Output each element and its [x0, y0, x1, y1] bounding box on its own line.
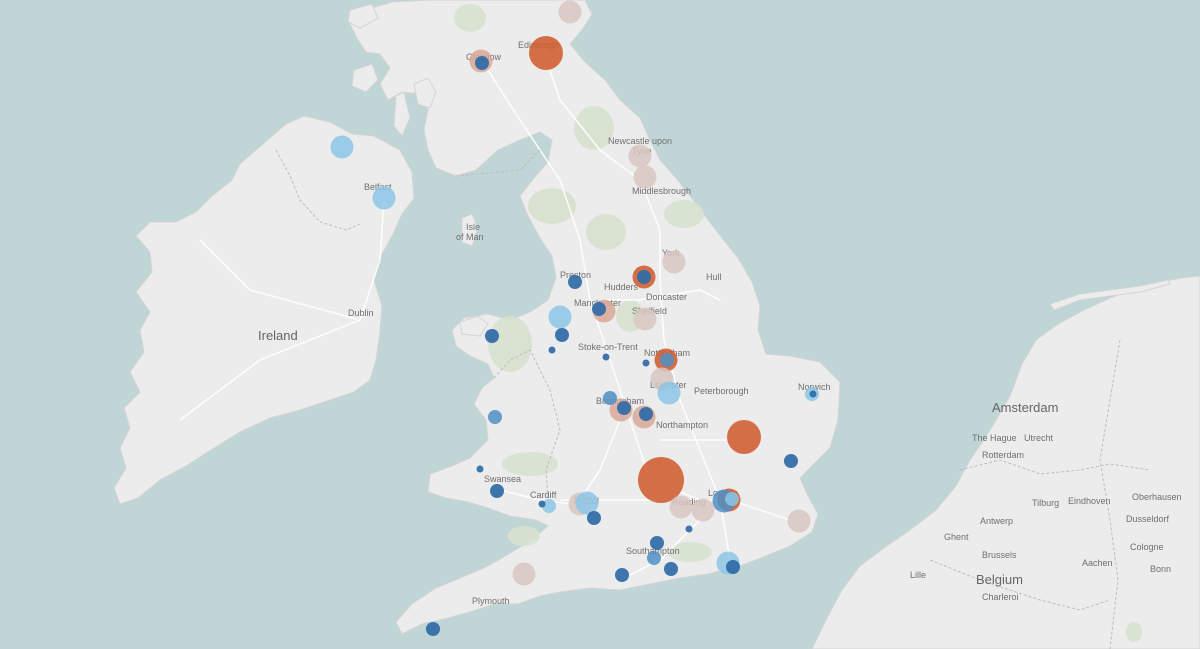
- marker-glasgow-inner[interactable]: [475, 56, 489, 70]
- city-label-ghent: Ghent: [944, 532, 969, 542]
- marker-guildford[interactable]: [685, 525, 693, 533]
- marker-newcastle-upon-tyne[interactable]: [628, 144, 652, 168]
- marker-bristol-blue[interactable]: [575, 491, 599, 515]
- marker-derby[interactable]: [642, 359, 650, 367]
- city-label-cardiff: Cardiff: [530, 490, 557, 500]
- marker-northern-ireland[interactable]: [330, 135, 354, 159]
- marker-birmingham-inner[interactable]: [617, 401, 631, 415]
- marker-swansea[interactable]: [490, 484, 504, 498]
- marker-edinburgh[interactable]: [529, 36, 563, 70]
- marker-bournemouth[interactable]: [615, 568, 629, 582]
- island-mull: [347, 3, 379, 29]
- marker-portsmouth[interactable]: [664, 562, 678, 576]
- marker-belfast[interactable]: [372, 186, 396, 210]
- country-label-ireland: Ireland: [258, 328, 298, 343]
- city-label-rotterdam: Rotterdam: [982, 450, 1024, 460]
- marker-preston[interactable]: [568, 275, 582, 289]
- marker-manchester-inner[interactable]: [592, 302, 606, 316]
- marker-wales-dot[interactable]: [548, 346, 556, 354]
- city-label-the-hague: The Hague: [972, 433, 1017, 443]
- marker-southampton[interactable]: [650, 536, 664, 550]
- city-label-tilburg: Tilburg: [1032, 498, 1059, 508]
- marker-nottingham-inner[interactable]: [660, 353, 674, 367]
- marker-carmarthen[interactable]: [476, 465, 484, 473]
- city-label-of-man: of Man: [456, 232, 484, 242]
- city-label-dusseldorf: Dusseldorf: [1126, 514, 1170, 524]
- marker-chester[interactable]: [555, 328, 569, 342]
- marker-wolverhampton[interactable]: [603, 391, 617, 405]
- city-label-doncaster: Doncaster: [646, 292, 687, 302]
- city-label-isle: Isle: [466, 222, 480, 232]
- marker-brighton-inner[interactable]: [726, 560, 740, 574]
- city-label-stoke-on-trent: Stoke-on-Trent: [578, 342, 638, 352]
- marker-kent[interactable]: [787, 509, 811, 533]
- country-label-belgium: Belgium: [976, 572, 1023, 587]
- city-label-northampton: Northampton: [656, 420, 708, 430]
- city-label-bonn: Bonn: [1150, 564, 1171, 574]
- marker-leicester-blue[interactable]: [657, 381, 681, 405]
- data-markers: [330, 0, 819, 636]
- city-label-utrecht: Utrecht: [1024, 433, 1054, 443]
- marker-exeter[interactable]: [512, 562, 536, 586]
- roads: [179, 47, 791, 581]
- marker-cambridge[interactable]: [727, 420, 761, 454]
- city-label-brussels: Brussels: [982, 550, 1017, 560]
- marker-middlesbrough[interactable]: [633, 165, 657, 189]
- city-label-antwerp: Antwerp: [980, 516, 1013, 526]
- anglesey: [459, 315, 489, 337]
- city-label-aachen: Aachen: [1082, 558, 1113, 568]
- marker-cardiff-inner[interactable]: [538, 500, 546, 508]
- borders: [275, 149, 1151, 649]
- city-label-preston: Preston: [560, 270, 591, 280]
- city-label-middlesbrough: Middlesbrough: [632, 186, 691, 196]
- island-kintyre: [393, 91, 411, 137]
- marker-london-light[interactable]: [725, 492, 739, 506]
- marker-liverpool[interactable]: [548, 305, 572, 329]
- marker-plymouth[interactable]: [426, 622, 440, 636]
- city-label-newcastle-upon: Newcastle upon: [608, 136, 672, 146]
- marker-reading[interactable]: [669, 495, 693, 519]
- city-label-lille: Lille: [910, 570, 926, 580]
- city-label-dublin: Dublin: [348, 308, 374, 318]
- marker-leeds-inner[interactable]: [637, 270, 651, 284]
- city-label-southampton: Southampton: [626, 546, 680, 556]
- city-label-cologne: Cologne: [1130, 542, 1164, 552]
- isle-of-man: [461, 213, 479, 247]
- marker-york[interactable]: [662, 250, 686, 274]
- marker-stoke-on-trent[interactable]: [602, 353, 610, 361]
- marker-aberystwyth[interactable]: [488, 410, 502, 424]
- city-label-peterborough: Peterborough: [694, 386, 749, 396]
- marker-winchester[interactable]: [647, 551, 661, 565]
- city-label-oberhausen: Oberhausen: [1132, 492, 1182, 502]
- marker-sheffield[interactable]: [633, 307, 657, 331]
- city-label-belfast: Belfast: [364, 182, 392, 192]
- island-arran: [413, 77, 437, 109]
- marker-north-wales[interactable]: [485, 329, 499, 343]
- marker-cardiff[interactable]: [542, 499, 556, 513]
- city-label-eindhoven: Eindhoven: [1068, 496, 1111, 506]
- island-islay: [351, 63, 379, 93]
- marker-colchester[interactable]: [784, 454, 798, 468]
- marker-bath[interactable]: [587, 511, 601, 525]
- wadden-islands: [1049, 279, 1171, 311]
- marker-oxford[interactable]: [638, 457, 684, 503]
- marker-north-east-scotland[interactable]: [558, 0, 582, 24]
- city-label-amsterdam: Amsterdam: [992, 400, 1058, 415]
- marker-coventry[interactable]: [639, 407, 653, 421]
- city-label-charleroi: Charleroi: [982, 592, 1019, 602]
- city-label-hull: Hull: [706, 272, 722, 282]
- marker-norwich-inner[interactable]: [809, 390, 817, 398]
- ireland-landmass: [113, 115, 415, 505]
- marker-reading-2[interactable]: [691, 498, 715, 522]
- city-label-hudders: Hudders: [604, 282, 639, 292]
- city-label-swansea: Swansea: [484, 474, 521, 484]
- city-label-plymouth: Plymouth: [472, 596, 510, 606]
- city-label-norwich: Norwich: [798, 382, 831, 392]
